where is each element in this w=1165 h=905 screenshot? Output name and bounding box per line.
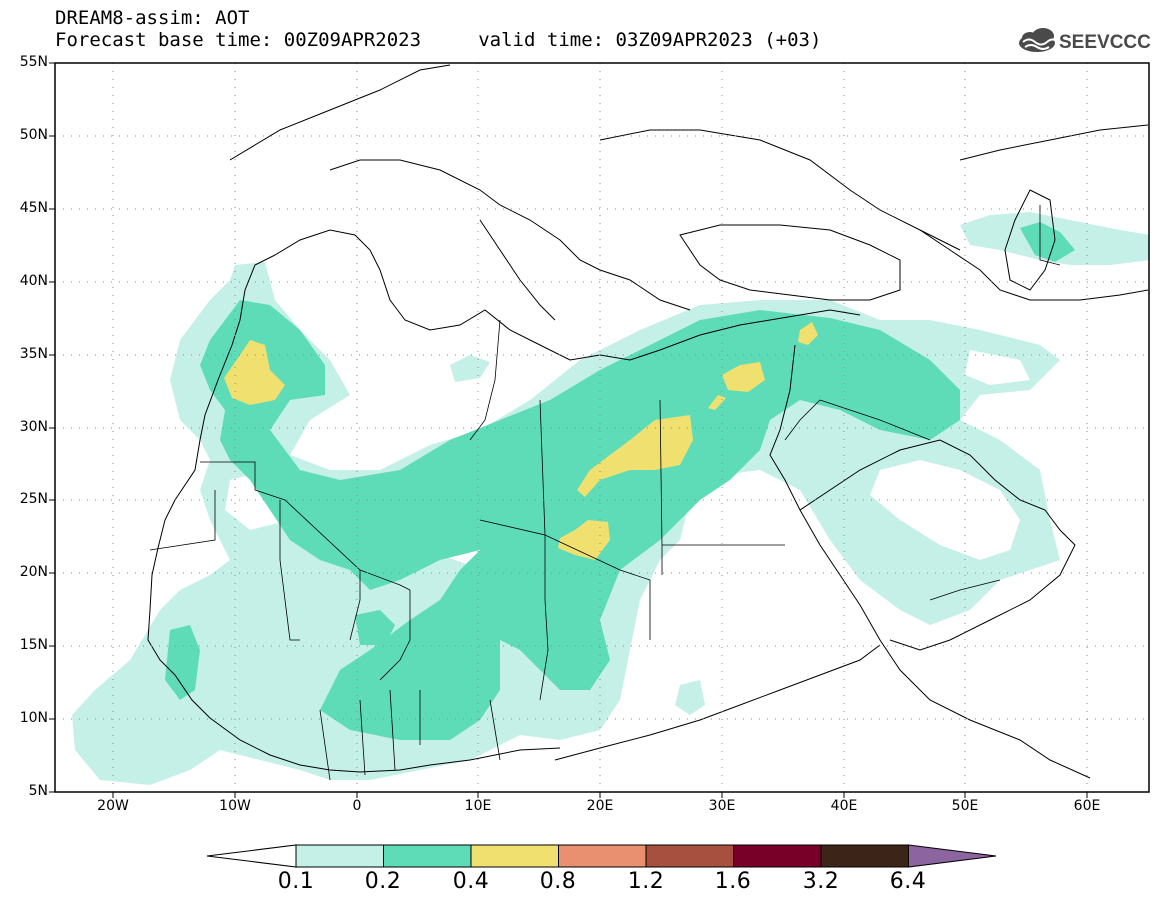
colorbar-bin-5 bbox=[733, 844, 822, 868]
lat-label-30n: 30N bbox=[19, 419, 48, 435]
lon-label-10w: 10W bbox=[219, 798, 251, 814]
colorbar-label-0: 0.1 bbox=[277, 869, 315, 894]
lon-label-40e: 40E bbox=[830, 798, 858, 814]
colorbar-label-2: 0.4 bbox=[452, 869, 490, 894]
lat-label-35n: 35N bbox=[19, 346, 48, 362]
colorbar-bin-4 bbox=[645, 844, 734, 868]
map-title: DREAM8-assim: AOT bbox=[55, 7, 250, 29]
colorbar-label-7: 6.4 bbox=[889, 869, 927, 894]
lon-label-0: 0 bbox=[352, 798, 362, 814]
colorbar-label-1: 0.2 bbox=[364, 869, 402, 894]
logo-text: SEEVCCC bbox=[1059, 32, 1151, 53]
colorbar-over-arrow bbox=[908, 844, 997, 868]
aot-field-high bbox=[224, 322, 818, 560]
lat-label-15n: 15N bbox=[19, 637, 48, 653]
colorbar-label-4: 1.2 bbox=[627, 869, 665, 894]
aot-field-mid bbox=[165, 222, 1075, 740]
colorbar-bin-6 bbox=[820, 844, 909, 868]
tick-marks bbox=[49, 62, 1088, 798]
lat-label-5n: 5N bbox=[28, 783, 48, 799]
lat-label-10n: 10N bbox=[19, 710, 48, 726]
forecast-times: Forecast base time: 00Z09APR2023 valid t… bbox=[55, 29, 822, 51]
lon-label-50e: 50E bbox=[951, 798, 979, 814]
lat-label-55n: 55N bbox=[19, 54, 48, 70]
colorbar-bin-0 bbox=[295, 844, 384, 868]
lon-label-20e: 20E bbox=[586, 798, 614, 814]
seevccc-logo: SEEVCCC bbox=[1019, 28, 1151, 53]
colorbar-bin-2 bbox=[470, 844, 559, 868]
lat-label-25n: 25N bbox=[19, 491, 48, 507]
lon-label-20w: 20W bbox=[97, 798, 129, 814]
colorbar-under-arrow bbox=[206, 844, 297, 868]
colorbar-label-3: 0.8 bbox=[539, 869, 577, 894]
colorbar-bin-3 bbox=[558, 844, 647, 868]
country-borders bbox=[149, 205, 1061, 781]
lat-label-50n: 50N bbox=[19, 127, 48, 143]
lon-label-10e: 10E bbox=[464, 798, 492, 814]
coastlines bbox=[147, 64, 1149, 779]
lat-label-20n: 20N bbox=[19, 564, 48, 580]
lon-label-60e: 60E bbox=[1073, 798, 1101, 814]
lat-label-40n: 40N bbox=[19, 273, 48, 289]
colorbar bbox=[206, 844, 997, 868]
colorbar-bin-1 bbox=[383, 844, 472, 868]
colorbar-label-5: 1.6 bbox=[714, 869, 752, 894]
lon-label-30e: 30E bbox=[708, 798, 736, 814]
lat-label-45n: 45N bbox=[19, 200, 48, 216]
colorbar-label-6: 3.2 bbox=[802, 869, 840, 894]
